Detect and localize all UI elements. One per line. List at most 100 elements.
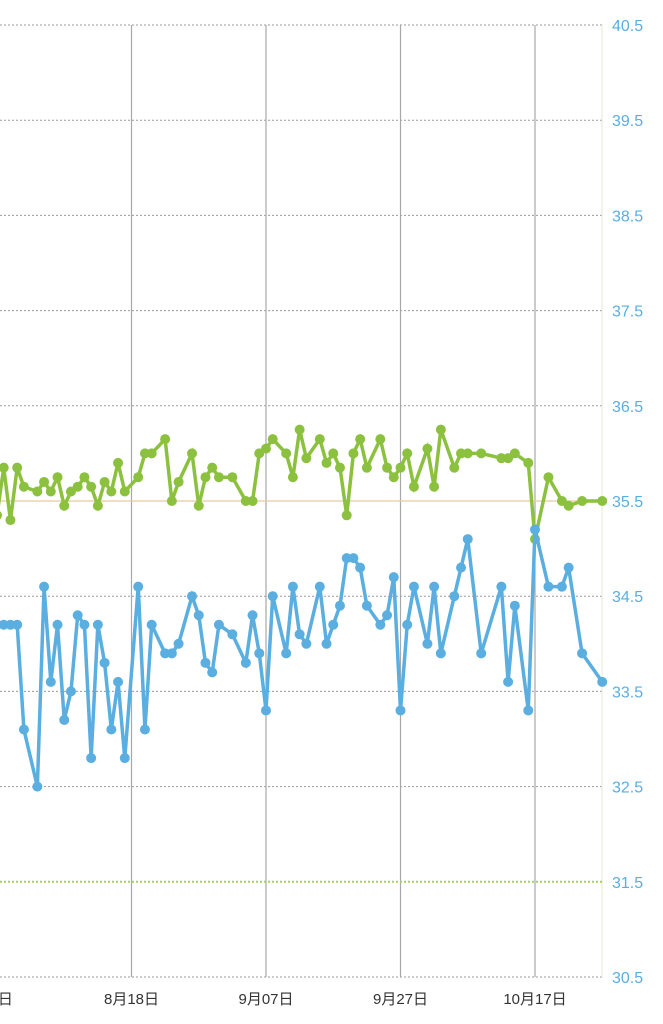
data-point-blue [133, 581, 144, 592]
x-tick-label: 9月27日 [373, 991, 428, 1008]
data-point-green [5, 515, 16, 526]
data-point-green [314, 434, 325, 445]
data-point-blue [361, 600, 372, 611]
x-tick-label: 29日 [0, 991, 13, 1008]
data-point-blue [247, 610, 258, 621]
data-point-green [543, 472, 554, 483]
data-point-green [207, 462, 218, 473]
y-tick-label: 30.5 [612, 970, 643, 987]
data-point-green [59, 500, 70, 511]
data-point-blue [86, 753, 97, 764]
data-point-green [166, 496, 177, 506]
data-point-blue [402, 619, 413, 630]
data-point-blue [166, 648, 177, 659]
y-tick-label: 34.5 [612, 589, 643, 606]
data-point-blue [227, 629, 238, 640]
data-point-blue [509, 600, 520, 611]
series-green [0, 424, 608, 545]
data-point-blue [328, 619, 339, 630]
data-point-green [0, 511, 2, 520]
data-point-green [160, 434, 171, 445]
y-tick-label: 32.5 [612, 780, 643, 797]
data-point-green [92, 500, 103, 511]
data-point-blue [429, 581, 440, 592]
data-point-green [563, 500, 574, 511]
x-tick-label: 9月07日 [238, 991, 293, 1008]
data-point-blue [79, 619, 90, 630]
y-tick-label: 36.5 [612, 399, 643, 416]
data-point-blue [294, 629, 305, 640]
data-point-blue [146, 619, 157, 630]
data-point-blue [543, 581, 554, 592]
data-point-blue [395, 705, 406, 716]
data-point-blue [281, 648, 292, 659]
data-point-green [113, 457, 124, 468]
data-point-green [267, 434, 278, 445]
data-point-blue [388, 572, 399, 583]
data-point-blue [577, 648, 588, 659]
data-point-blue [375, 619, 386, 630]
data-point-blue [261, 705, 271, 716]
data-point-blue [449, 591, 460, 602]
data-point-blue [18, 724, 29, 735]
data-point-blue [523, 705, 534, 716]
data-point-blue [314, 581, 325, 592]
data-point-green [261, 443, 271, 454]
data-point-green [429, 481, 440, 492]
data-point-blue [597, 676, 608, 687]
y-tick-label: 38.5 [612, 208, 643, 225]
data-point-green [341, 510, 352, 521]
data-point-green [435, 424, 446, 435]
data-point-blue [187, 591, 198, 602]
data-point-blue [496, 581, 507, 592]
data-point-green [79, 472, 90, 483]
data-point-blue [240, 657, 251, 668]
y-tick-label: 37.5 [612, 304, 643, 321]
data-point-green [281, 448, 292, 459]
data-point-green [408, 481, 419, 492]
data-point-green [348, 448, 359, 459]
x-tick-label: 8月18日 [104, 991, 159, 1008]
data-point-blue [106, 724, 117, 735]
data-point-green [227, 472, 238, 483]
data-point-green [32, 486, 43, 497]
data-point-green [72, 481, 83, 492]
data-point-blue [422, 638, 433, 649]
data-point-green [287, 472, 298, 483]
data-point-blue [476, 648, 487, 659]
data-point-green [402, 448, 413, 459]
data-point-blue [200, 657, 211, 668]
data-point-green [375, 434, 386, 445]
data-point-green [247, 496, 258, 506]
data-point-blue [503, 676, 514, 687]
data-point-green [321, 457, 332, 468]
data-point-blue [173, 638, 184, 649]
data-point-blue [139, 724, 150, 735]
data-point-green [99, 476, 110, 487]
data-point-green [577, 496, 588, 506]
data-point-blue [267, 591, 278, 602]
y-axis: 30.5 31.5 32.5 33.5 34.5 35.5 36.5 37.5 38.5 39.5… [612, 18, 643, 987]
data-point-blue [530, 524, 540, 535]
data-point-blue [65, 686, 76, 697]
data-point-blue [12, 619, 23, 630]
data-point-blue [113, 676, 124, 687]
data-point-blue [99, 657, 110, 668]
data-point-green [18, 481, 29, 492]
y-tick-label: 39.5 [612, 113, 643, 130]
data-point-green [0, 462, 9, 473]
x-tick-label: 10月17日 [503, 991, 566, 1008]
data-point-blue [72, 610, 83, 621]
data-point-green [193, 500, 204, 511]
data-point-blue [408, 581, 419, 592]
data-point-green [476, 448, 487, 459]
data-point-blue [39, 581, 50, 592]
data-point-green [597, 496, 608, 506]
data-point-green [106, 486, 117, 497]
data-point-blue [52, 619, 63, 630]
data-point-blue [287, 581, 298, 592]
y-tick-label: 31.5 [612, 875, 643, 892]
data-point-green [395, 462, 406, 473]
data-point-green [146, 448, 157, 459]
